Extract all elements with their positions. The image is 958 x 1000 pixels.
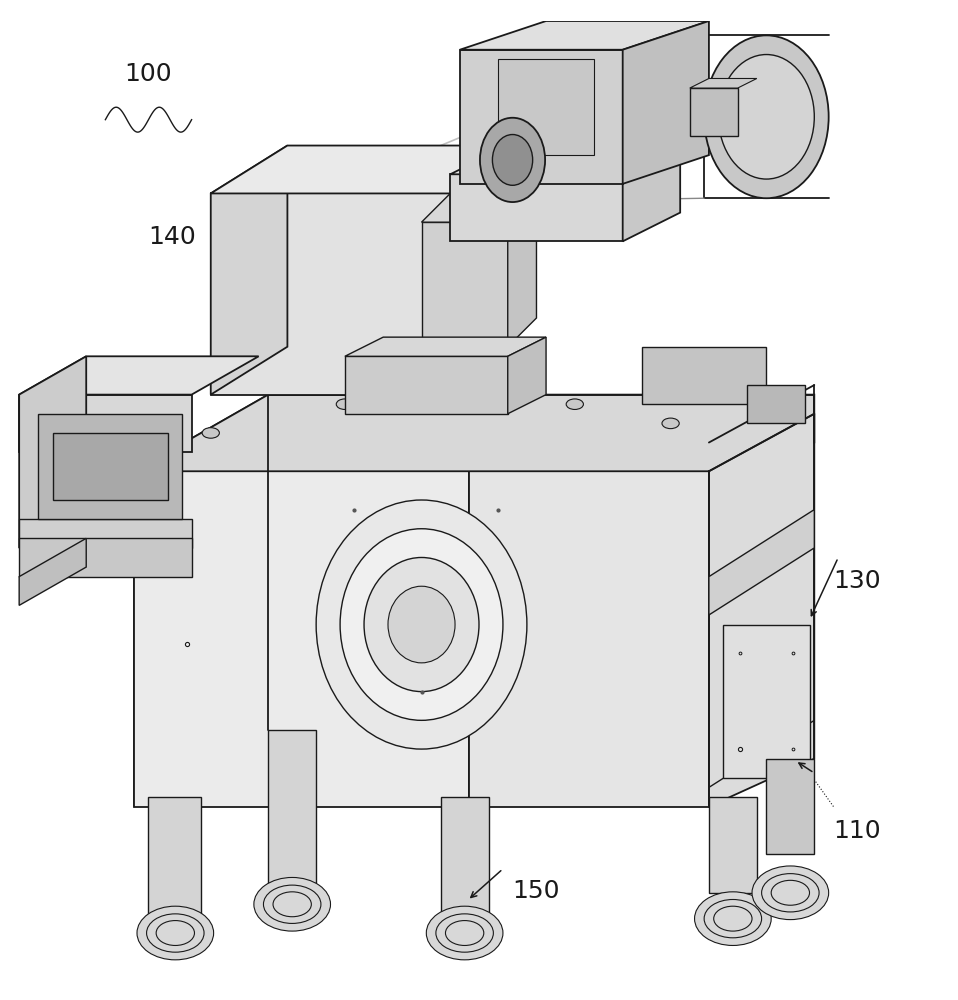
Polygon shape <box>498 59 594 155</box>
Ellipse shape <box>436 914 493 952</box>
Ellipse shape <box>492 135 533 185</box>
Ellipse shape <box>704 35 829 198</box>
Polygon shape <box>623 146 680 241</box>
Ellipse shape <box>336 399 354 409</box>
Ellipse shape <box>480 118 545 202</box>
Polygon shape <box>623 21 709 184</box>
Polygon shape <box>723 625 810 778</box>
Ellipse shape <box>156 921 194 945</box>
Polygon shape <box>709 510 814 615</box>
Polygon shape <box>19 538 192 577</box>
Ellipse shape <box>718 55 814 179</box>
Polygon shape <box>422 193 536 222</box>
Polygon shape <box>19 356 259 395</box>
Ellipse shape <box>704 899 762 938</box>
Ellipse shape <box>752 866 829 920</box>
Polygon shape <box>19 519 192 548</box>
Polygon shape <box>766 759 814 854</box>
Polygon shape <box>19 395 192 452</box>
Ellipse shape <box>762 874 819 912</box>
Polygon shape <box>134 395 268 807</box>
Polygon shape <box>53 433 168 500</box>
Polygon shape <box>508 337 546 414</box>
Ellipse shape <box>137 906 214 960</box>
Polygon shape <box>268 730 316 883</box>
Polygon shape <box>345 337 546 356</box>
Text: 140: 140 <box>148 225 196 249</box>
Polygon shape <box>211 146 575 193</box>
Ellipse shape <box>445 921 484 945</box>
Polygon shape <box>642 347 766 404</box>
Text: 150: 150 <box>513 879 560 903</box>
Polygon shape <box>19 356 86 548</box>
Ellipse shape <box>364 557 479 692</box>
Ellipse shape <box>147 914 204 952</box>
Polygon shape <box>441 797 489 922</box>
Ellipse shape <box>714 906 752 931</box>
Ellipse shape <box>566 399 583 409</box>
Polygon shape <box>450 174 623 241</box>
Polygon shape <box>211 193 498 395</box>
Polygon shape <box>134 395 814 471</box>
Polygon shape <box>148 797 201 922</box>
Polygon shape <box>747 385 805 423</box>
Polygon shape <box>19 538 86 605</box>
Polygon shape <box>690 78 757 88</box>
Ellipse shape <box>695 892 771 945</box>
Ellipse shape <box>202 428 219 438</box>
Ellipse shape <box>254 877 331 931</box>
Polygon shape <box>345 356 508 414</box>
Text: 130: 130 <box>833 569 881 593</box>
Polygon shape <box>38 414 182 519</box>
Text: 100: 100 <box>125 62 172 86</box>
Ellipse shape <box>340 529 503 720</box>
Text: 120: 120 <box>29 550 77 574</box>
Ellipse shape <box>388 586 455 663</box>
Polygon shape <box>460 50 623 184</box>
Polygon shape <box>460 21 709 50</box>
Ellipse shape <box>273 892 311 917</box>
Polygon shape <box>469 471 709 807</box>
Ellipse shape <box>662 418 679 429</box>
Polygon shape <box>709 797 757 893</box>
Ellipse shape <box>316 500 527 749</box>
Ellipse shape <box>426 906 503 960</box>
Ellipse shape <box>263 885 321 923</box>
Polygon shape <box>211 146 287 395</box>
Polygon shape <box>508 193 536 347</box>
Text: 110: 110 <box>833 819 881 843</box>
Polygon shape <box>422 222 508 347</box>
Polygon shape <box>450 146 680 174</box>
Polygon shape <box>709 414 814 807</box>
Polygon shape <box>690 88 738 136</box>
Polygon shape <box>134 471 469 807</box>
Ellipse shape <box>771 880 810 905</box>
